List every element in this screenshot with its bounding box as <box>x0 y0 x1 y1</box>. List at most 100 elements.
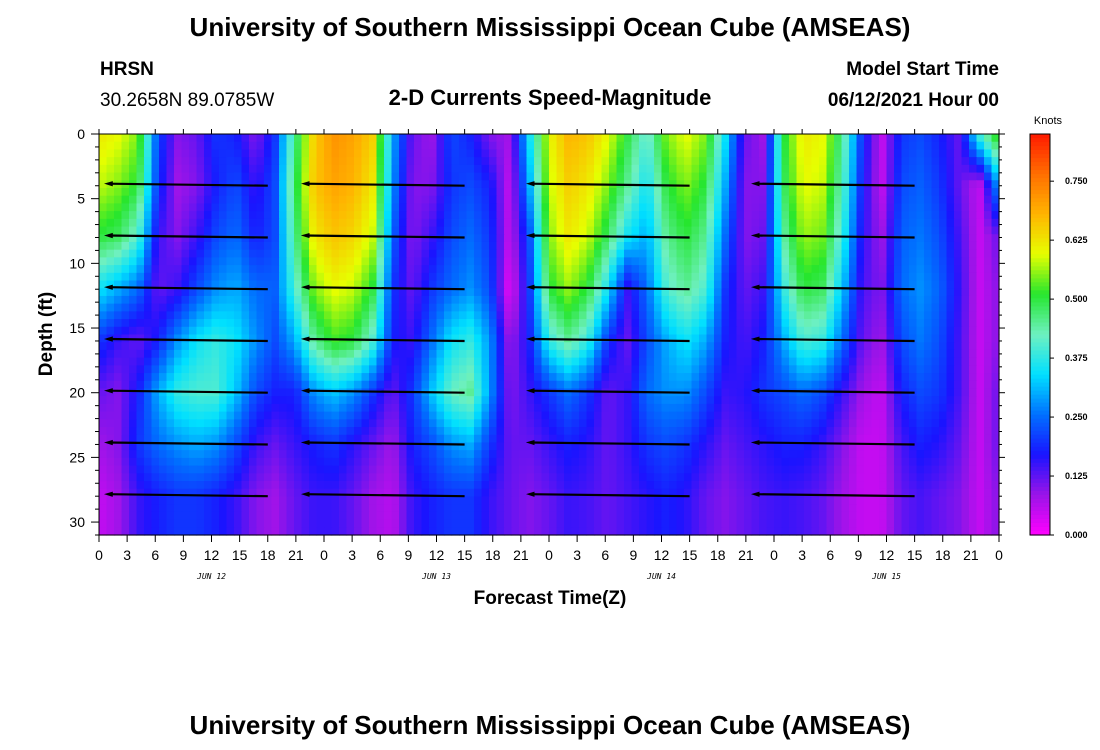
heatmap-cell <box>729 427 738 436</box>
heatmap-cell <box>639 141 648 151</box>
heatmap-cell <box>646 234 655 243</box>
heatmap-cell <box>571 342 580 351</box>
heatmap-cell <box>226 211 235 220</box>
heatmap-cell <box>714 342 723 351</box>
heatmap-cell <box>451 265 460 274</box>
heatmap-cell <box>849 396 858 405</box>
heatmap-cell <box>706 288 715 297</box>
heatmap-cell <box>489 257 498 266</box>
heatmap-cell <box>654 396 663 405</box>
heatmap-cell <box>646 295 655 305</box>
heatmap-cell <box>849 288 858 297</box>
heatmap-cell <box>894 187 903 197</box>
heatmap-cell <box>586 450 595 459</box>
heatmap-cell <box>526 172 535 181</box>
heatmap-cell <box>984 288 993 297</box>
heatmap-cell <box>309 342 318 351</box>
heatmap-cell <box>474 241 483 251</box>
heatmap-cell <box>331 195 340 204</box>
heatmap-cell <box>324 303 333 312</box>
heatmap-cell <box>556 241 565 251</box>
heatmap-cell <box>661 272 670 282</box>
heatmap-cell <box>841 164 850 174</box>
heatmap-cell <box>436 211 445 220</box>
heatmap-cell <box>834 141 843 151</box>
heatmap-cell <box>804 380 813 390</box>
heatmap-cell <box>721 311 730 320</box>
heatmap-cell <box>886 257 895 266</box>
heatmap-cell <box>879 427 888 436</box>
heatmap-cell <box>759 403 768 413</box>
heatmap-cell <box>669 442 678 451</box>
heatmap-cell <box>436 411 445 420</box>
heatmap-cell <box>811 241 820 251</box>
heatmap-cell <box>946 373 955 382</box>
heatmap-cell <box>534 450 543 459</box>
heatmap-cell <box>279 149 288 158</box>
heatmap-cell <box>796 265 805 274</box>
heatmap-cell <box>586 396 595 405</box>
heatmap-cell <box>519 180 528 189</box>
heatmap-cell <box>226 234 235 243</box>
heatmap-cell <box>421 334 430 343</box>
heatmap-cell <box>691 434 700 444</box>
heatmap-cell <box>946 257 955 266</box>
heatmap-cell <box>736 380 745 390</box>
heatmap-cell <box>369 134 378 143</box>
heatmap-cell <box>151 411 160 420</box>
heatmap-cell <box>646 211 655 220</box>
heatmap-cell <box>144 272 153 282</box>
heatmap-cell <box>331 280 340 289</box>
heatmap-cell <box>219 342 228 351</box>
heatmap-cell <box>751 411 760 420</box>
heatmap-cell <box>144 365 153 374</box>
heatmap-cell <box>759 357 768 366</box>
heatmap-cell <box>594 149 603 158</box>
heatmap-cell <box>856 164 865 174</box>
heatmap-cell <box>916 311 925 320</box>
heatmap-cell <box>744 134 753 143</box>
heatmap-cell <box>384 280 393 289</box>
heatmap-cell <box>541 396 550 405</box>
heatmap-cell <box>121 342 130 351</box>
heatmap-cell <box>504 257 513 266</box>
heatmap-cell <box>879 349 888 359</box>
heatmap-cell <box>474 434 483 444</box>
heatmap-cell <box>541 303 550 312</box>
heatmap-cell <box>909 203 918 212</box>
heatmap-cell <box>526 141 535 151</box>
heatmap-cell <box>781 172 790 181</box>
heatmap-cell <box>976 434 985 444</box>
heatmap-cell <box>736 295 745 305</box>
heatmap-cell <box>106 326 115 336</box>
heatmap-cell <box>399 226 408 235</box>
heatmap-cell <box>354 187 363 197</box>
speed-heatmap <box>99 134 1000 536</box>
heatmap-cell <box>196 211 205 220</box>
heatmap-cell <box>931 234 940 243</box>
heatmap-cell <box>571 365 580 374</box>
heatmap-cell <box>706 357 715 366</box>
heatmap-cell <box>459 334 468 343</box>
heatmap-cell <box>781 211 790 220</box>
heatmap-cell <box>624 411 633 420</box>
heatmap-cell <box>609 319 618 328</box>
heatmap-cell <box>631 241 640 251</box>
heatmap-cell <box>399 195 408 204</box>
heatmap-cell <box>376 226 385 235</box>
heatmap-cell <box>639 411 648 420</box>
heatmap-cell <box>466 450 475 459</box>
heatmap-cell <box>421 195 430 204</box>
heatmap-cell <box>879 288 888 297</box>
heatmap-cell <box>571 172 580 181</box>
heatmap-cell <box>294 373 303 382</box>
heatmap-cell <box>751 403 760 413</box>
heatmap-cell <box>211 434 220 444</box>
heatmap-cell <box>699 280 708 289</box>
heatmap-cell <box>916 319 925 328</box>
heatmap-cell <box>601 396 610 405</box>
heatmap-cell <box>946 172 955 181</box>
heatmap-cell <box>474 380 483 390</box>
heatmap-cell <box>699 319 708 328</box>
heatmap-cell <box>549 265 558 274</box>
